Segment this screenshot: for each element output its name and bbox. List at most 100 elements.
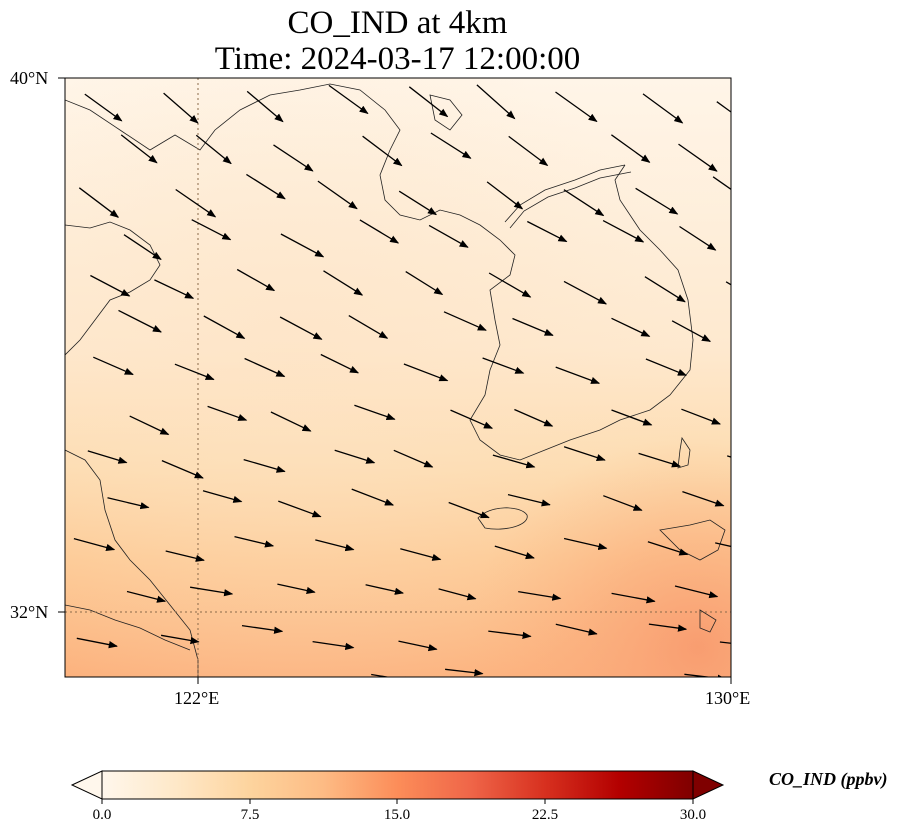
wind-arrow: [189, 586, 234, 597]
wind-arrow: [400, 548, 442, 561]
wind-arrow: [476, 84, 516, 120]
wind-arrow: [154, 279, 195, 299]
wind-arrow: [174, 363, 215, 381]
wind-arrow: [769, 587, 808, 597]
wind-arrow: [160, 634, 200, 645]
wind-arrow: [278, 500, 322, 518]
wind-arrow: [403, 363, 449, 382]
wind-arrow: [84, 93, 123, 122]
wind-arrow: [362, 135, 403, 167]
wind-arrow: [202, 490, 243, 503]
wind-arrow: [611, 317, 651, 337]
wind-arrow: [716, 101, 731, 113]
wind-arrow: [280, 233, 325, 258]
wind-arrow: [405, 271, 444, 296]
wind-arrow: [611, 409, 653, 426]
wind-arrow: [312, 640, 355, 651]
wind-arrow: [244, 357, 286, 378]
map-title: CO_IND at 4km: [287, 5, 508, 41]
wind-arrow: [563, 446, 606, 462]
wind-arrow: [520, 683, 560, 690]
wind-arrow: [507, 493, 551, 507]
wind-arrow: [320, 353, 360, 374]
wind-arrow: [163, 92, 199, 124]
wind-arrow: [175, 188, 217, 218]
wind-arrow: [518, 590, 562, 601]
lon-tick-label: 122°E: [174, 688, 220, 708]
wind-arrow: [445, 668, 484, 677]
wind-arrow: [273, 144, 314, 172]
lat-tick-label: 32°N: [10, 602, 49, 622]
wind-arrow: [73, 537, 116, 551]
wind-arrow: [681, 408, 721, 425]
wind-arrow: [207, 405, 248, 421]
wind-arrow: [107, 497, 150, 510]
wind-arrow: [712, 176, 731, 191]
wind-arrow: [719, 641, 731, 644]
wind-arrow: [328, 84, 369, 115]
wind-arrow: [78, 187, 120, 218]
wind-arrow: [315, 539, 355, 552]
wind-arrow: [488, 272, 532, 298]
gridlines: [65, 78, 731, 677]
wind-arrow: [555, 623, 598, 636]
wind-arrow: [87, 450, 128, 464]
wind-arrow: [428, 224, 469, 248]
colorbar-tick-label: 15.0: [383, 807, 411, 823]
wind-arrow: [674, 585, 719, 599]
colorbar-label: CO_IND (ppbv): [769, 769, 888, 789]
wind-arrow: [679, 225, 717, 251]
colorbar-extend-low: [70, 770, 103, 800]
wind-arrow: [563, 537, 608, 551]
wind-arrow: [612, 685, 650, 689]
wind-arrow: [113, 679, 154, 683]
colorbar: [70, 770, 725, 804]
wind-arrow: [234, 535, 275, 548]
wind-arrow: [727, 455, 731, 458]
colorbar-tick-label: 22.5: [531, 807, 559, 823]
wind-arrow: [354, 404, 396, 421]
wind-arrow: [647, 541, 689, 556]
wind-arrow: [512, 317, 554, 336]
wind-arrow: [76, 637, 118, 649]
wind-arrow: [123, 234, 162, 260]
wind-arrow: [398, 190, 437, 216]
wind-arrow: [754, 133, 795, 159]
wind-arrow: [759, 232, 796, 258]
wind-arrow: [323, 270, 364, 296]
wind-arrow: [678, 143, 718, 172]
wind-arrow: [268, 679, 309, 686]
wind-arrow: [768, 412, 809, 429]
colorbar-tick-label: 0.0: [92, 807, 112, 823]
wind-arrow: [730, 362, 731, 364]
wind-arrow: [398, 640, 438, 652]
wind-arrow: [642, 93, 684, 124]
wind-arrow: [203, 315, 246, 339]
wind-arrow: [555, 91, 598, 123]
wind-arrow: [602, 220, 645, 243]
wind-arrow: [748, 493, 787, 504]
wind-arrow: [241, 624, 284, 634]
wind-arrow: [348, 315, 389, 339]
map-frame: [64, 77, 732, 678]
wind-arrow: [246, 90, 284, 123]
wind-arrow: [243, 458, 286, 473]
wind-arrow: [755, 325, 796, 345]
wind-arrow: [90, 274, 131, 297]
wind-arrow: [193, 676, 195, 677]
wind-arrow: [486, 181, 524, 210]
wind-arrow: [430, 132, 472, 159]
wind-arrow: [161, 460, 204, 479]
wind-arrow: [371, 673, 414, 677]
wind-arrow: [482, 357, 525, 374]
wind-arrow: [492, 454, 536, 469]
wind-arrow: [563, 280, 608, 305]
wind-arrow: [277, 583, 316, 595]
wind-arrow: [757, 674, 795, 682]
wind-arrow: [494, 545, 535, 560]
wind-arrow: [334, 449, 376, 464]
wind-arrow: [365, 584, 404, 595]
wind-arrow: [438, 588, 477, 601]
map-subtitle-time: Time: 2024-03-17 12:00:00: [214, 41, 581, 77]
